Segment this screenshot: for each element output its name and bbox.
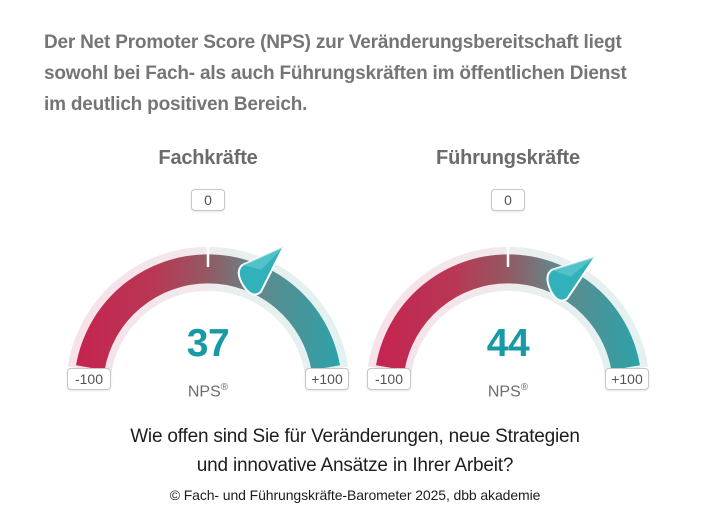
- gauge-value: 44: [486, 322, 530, 365]
- question-line-2: und innovative Ansätze in Ihrer Arbeit?: [196, 455, 514, 476]
- gauge-unit: NPS®: [58, 382, 358, 401]
- survey-question: Wie offen sind Sie für Veränderungen, ne…: [0, 422, 710, 480]
- gauge-dial: [367, 211, 649, 374]
- registered-mark: ®: [220, 382, 229, 393]
- gauge-max-label: +100: [605, 368, 649, 390]
- gauge-unit-text: NPS: [187, 383, 221, 401]
- headline: Der Net Promoter Score (NPS) zur Verände…: [44, 27, 674, 120]
- gauge-fachkraefte: Fachkräfte 0 -100 +100 37 NPS®: [58, 147, 358, 409]
- source-credit: © Fach- und Führungskräfte-Barometer 202…: [169, 487, 541, 503]
- question-line-1: Wie offen sind Sie für Veränderungen, ne…: [130, 426, 580, 447]
- gauge-zero-label: 0: [491, 189, 525, 211]
- gauge-needle: [546, 255, 597, 302]
- headline-line-1: Der Net Promoter Score (NPS) zur Verände…: [44, 32, 622, 53]
- gauge-value: 37: [186, 322, 230, 365]
- gauge-zero-label: 0: [191, 189, 225, 211]
- gauge-fuehrungskraefte: Führungskräfte 0 -100 +100 44 NPS®: [358, 147, 658, 409]
- gauge-needle: [237, 245, 285, 296]
- gauge-label: Fachkräfte: [158, 147, 258, 169]
- gauge-unit: NPS®: [358, 382, 658, 401]
- gauge-unit-text: NPS: [487, 383, 521, 401]
- gauge-min-label: -100: [67, 368, 111, 390]
- gauge-min-label: -100: [367, 368, 411, 390]
- gauge-max-label: +100: [305, 368, 349, 390]
- gauge-band-arc: [376, 254, 640, 371]
- gauge-band-arc: [76, 254, 340, 371]
- registered-mark: ®: [520, 382, 529, 393]
- headline-line-3: im deutlich positiven Bereich.: [44, 94, 308, 115]
- headline-line-2: sowohl bei Fach- als auch Führungskräfte…: [44, 63, 627, 84]
- gauge-label: Führungskräfte: [436, 147, 580, 169]
- gauge-dial: [67, 211, 349, 374]
